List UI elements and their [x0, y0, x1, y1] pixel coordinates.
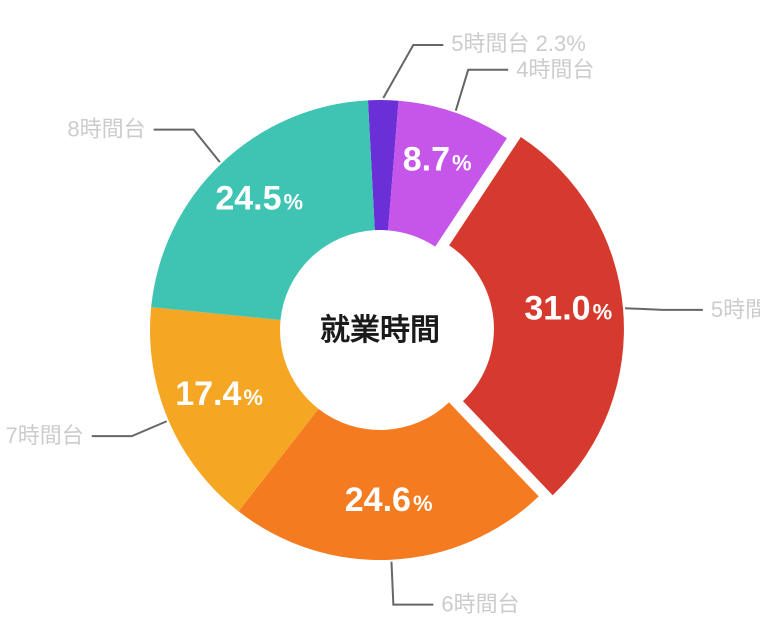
- leader-line: [456, 70, 508, 111]
- leader-line: [383, 45, 443, 98]
- donut-chart: 5時間台 2.3%8.7%4時間台31.0%5時間台24.6%6時間台17.4%…: [0, 0, 760, 622]
- leader-line: [92, 421, 167, 436]
- leader-line: [391, 562, 433, 605]
- category-label: 6時間台: [441, 592, 519, 617]
- leader-line: [154, 130, 220, 162]
- center-label: 就業時間: [320, 314, 440, 347]
- leader-line: [625, 308, 703, 310]
- category-label: 5時間台: [711, 297, 760, 322]
- category-label: 8時間台: [67, 117, 145, 142]
- category-label: 7時間台: [6, 423, 84, 448]
- category-label: 5時間台 2.3%: [451, 31, 586, 56]
- category-label: 4時間台: [516, 57, 594, 82]
